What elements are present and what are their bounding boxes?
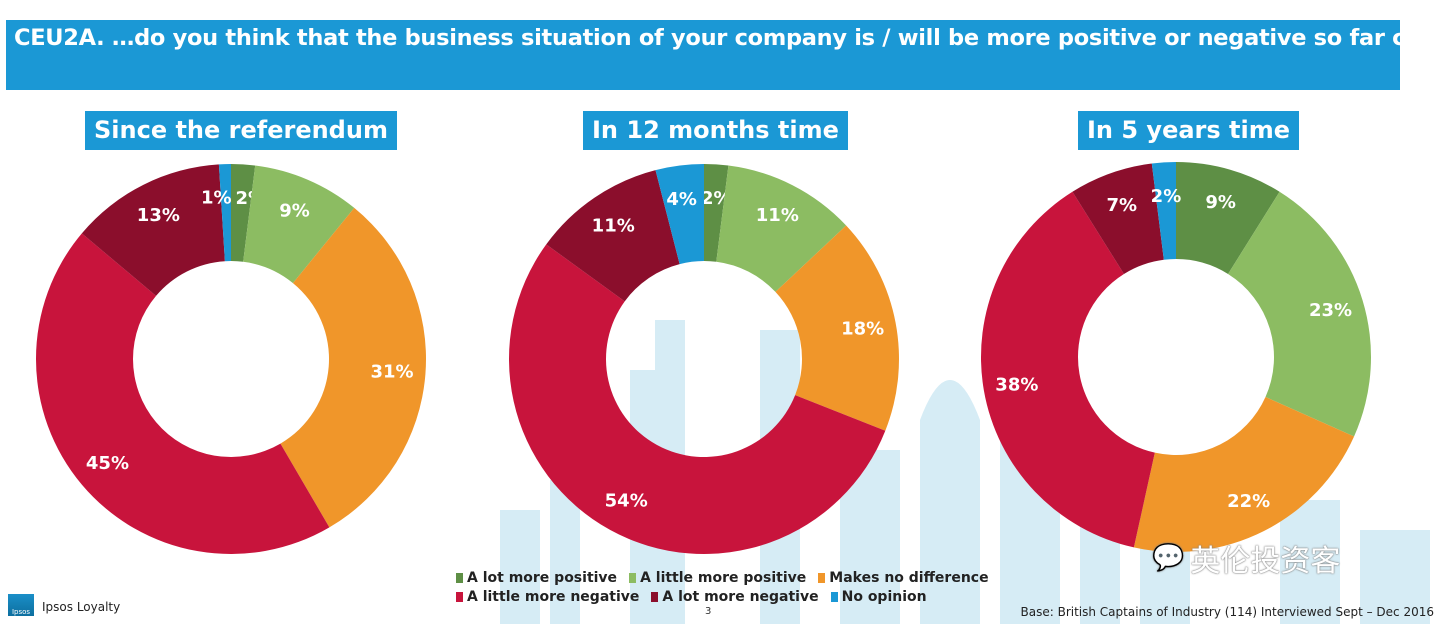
data-label: 7%	[1107, 195, 1138, 216]
chart-title-12-months: In 12 months time	[583, 111, 848, 150]
donut-segment	[1133, 396, 1355, 553]
donut-segment	[280, 207, 426, 528]
legend-label: Makes no difference	[829, 569, 989, 586]
data-label: 4%	[666, 189, 697, 210]
legend: A lot more positive A little more positi…	[456, 568, 1001, 606]
legend-swatch	[629, 572, 637, 583]
question-header: CEU2A. …do you think that the business s…	[6, 20, 1400, 90]
legend-swatch	[456, 572, 463, 583]
donut-segment	[231, 164, 256, 262]
donut-segment	[1072, 163, 1164, 274]
donut-segment	[509, 244, 886, 555]
donut-segment	[981, 191, 1155, 548]
logo-text: Ipsos	[11, 608, 31, 616]
legend-swatch	[651, 591, 659, 602]
donut-segment	[243, 165, 355, 284]
data-label: 23%	[1309, 300, 1352, 321]
donut-segment	[546, 170, 680, 302]
legend-swatch	[456, 591, 463, 602]
data-label: 18%	[841, 319, 884, 340]
base-note: Base: British Captains of Industry (114)…	[1020, 605, 1434, 619]
data-label: 13%	[137, 205, 180, 226]
data-label: 22%	[1227, 491, 1270, 512]
data-label: 54%	[605, 491, 648, 512]
wechat-icon: 💬	[1152, 543, 1185, 573]
legend-label: A lot more negative	[662, 588, 819, 605]
data-label: 31%	[370, 362, 413, 383]
donut-segment	[1151, 162, 1176, 260]
donut-segment	[655, 164, 704, 265]
donut-segment	[775, 225, 899, 431]
chart-title-5-years: In 5 years time	[1078, 111, 1300, 150]
donut-segment	[716, 165, 847, 292]
data-label: 1%	[201, 188, 232, 209]
ipsos-logo: Ipsos	[8, 594, 34, 616]
legend-label: A little more negative	[467, 588, 640, 605]
legend-item: A lot more positive	[456, 570, 617, 586]
chart-title-since-referendum: Since the referendum	[85, 111, 397, 150]
data-label: 9%	[1205, 192, 1236, 213]
legend-item: A lot more negative	[651, 588, 819, 605]
legend-label: A little more positive	[640, 569, 807, 586]
legend-label: No opinion	[841, 588, 927, 605]
data-label: 11%	[592, 215, 635, 236]
donut-segment	[1176, 162, 1280, 274]
donut-segment	[35, 233, 330, 555]
legend-item: A little more negative	[456, 589, 639, 605]
legend-item: No opinion	[830, 588, 927, 605]
data-label: 2%	[1151, 186, 1182, 207]
data-label: 45%	[86, 453, 129, 474]
legend-label: A lot more positive	[467, 569, 618, 586]
legend-item: A little more positive	[629, 570, 806, 586]
donut-segment	[218, 164, 231, 262]
donut-segment	[81, 164, 225, 296]
brand-name: Ipsos Loyalty	[42, 600, 121, 614]
watermark: 💬 英伦投资客	[1152, 536, 1340, 580]
data-label: 38%	[995, 374, 1038, 395]
legend-swatch	[830, 591, 838, 602]
data-label: 11%	[756, 205, 799, 226]
watermark-text: 英伦投资客	[1190, 544, 1341, 579]
legend-item: Makes no difference	[818, 569, 989, 586]
legend-swatch	[818, 572, 826, 583]
donut-segment	[704, 164, 729, 262]
page-number: 3	[705, 606, 712, 617]
data-label: 9%	[279, 201, 310, 222]
donut-segment	[1228, 191, 1372, 437]
